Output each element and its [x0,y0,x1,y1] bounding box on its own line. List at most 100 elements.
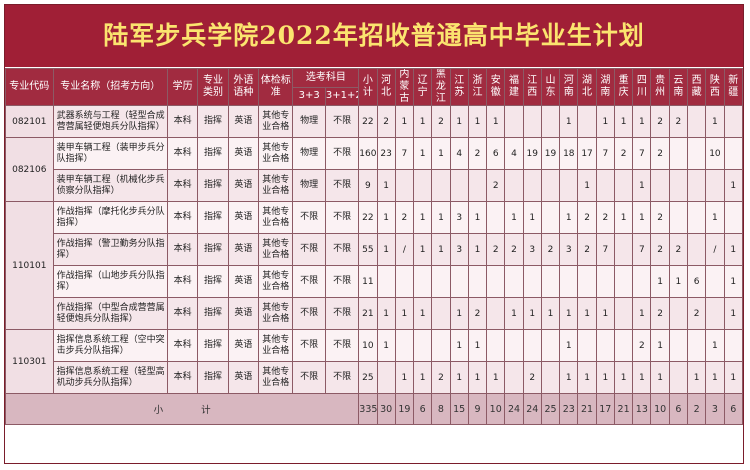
province-count [522,169,542,202]
province-count: 1 [577,297,597,330]
footer-province-count: 6 [413,393,433,425]
province-count [705,297,725,330]
province-count [540,329,561,362]
province-count: 1 [413,137,433,170]
header-province: 贵州 [650,68,670,106]
province-count: 1 [632,105,652,138]
footer-province-count: 24 [522,393,542,425]
footer-province-count: 21 [613,393,634,425]
province-count: 1 [486,361,506,394]
province-count: 2 [431,361,451,394]
province-count: 1 [431,233,451,266]
language-cell: 英语 [227,361,260,394]
province-count [723,201,743,234]
physical-cell: 其他专业合格 [258,265,294,298]
row-total: 9 [358,169,378,202]
major-name: 作战指挥（中型合成营营属轻便炮兵分队指挥） [52,297,168,330]
table-row: 110301 指挥信息系统工程（空中突击步兵分队指挥） 本科 指挥 英语 其他专业合格 不限… [5,329,743,394]
province-count [668,201,689,234]
province-count: 1 [413,233,433,266]
province-count: 3 [449,201,469,234]
footer-province-count: 25 [540,393,561,425]
province-count [504,265,524,298]
province-count [559,265,579,298]
header-3plus1plus2: 3+1+2 [324,86,360,106]
province-count: 1 [467,105,488,138]
header-province: 山东 [540,68,561,106]
province-count: 1 [504,297,524,330]
province-count: 1 [467,361,488,394]
header-province: 黑龙江 [431,68,451,106]
province-count: 1 [559,201,579,234]
footer-label: 小 计 [5,393,360,425]
province-count [486,201,506,234]
province-count [668,297,689,330]
province-count: / [705,233,725,266]
province-count [522,329,542,362]
province-count: 1 [650,361,670,394]
footer-province-count: 24 [504,393,524,425]
plan-document: 陆军步兵学院2022年招收普通高中毕业生计划 专业代码 专业名称（招考方向） 学… [4,4,744,464]
province-count: 1 [705,361,725,394]
province-count: / [394,233,415,266]
major-name: 装甲车辆工程（机械化步兵侦察分队指挥） [52,169,168,202]
province-count: 1 [394,105,415,138]
page-title: 陆军步兵学院2022年招收普通高中毕业生计划 [5,5,743,67]
subject-3plus1plus2: 不限 [324,297,360,330]
subject-3plus1plus2: 不限 [324,105,360,138]
province-count [687,329,707,362]
province-count [504,105,524,138]
province-count [613,265,634,298]
province-count: 1 [467,329,488,362]
province-count: 1 [504,201,524,234]
level-cell: 本科 [166,329,199,362]
language-cell: 英语 [227,105,260,138]
province-count: 2 [522,361,542,394]
province-count: 1 [595,361,615,394]
province-count: 1 [467,201,488,234]
header-province: 西藏 [687,68,707,106]
province-count [449,265,469,298]
row-total: 10 [358,329,378,362]
province-count: 1 [467,233,488,266]
province-count: 2 [687,297,707,330]
header-province: 湖南 [595,68,615,106]
language-cell: 英语 [227,169,260,202]
province-count [705,169,725,202]
province-count [394,329,415,362]
province-count [687,233,707,266]
province-count: 1 [595,105,615,138]
province-count: 1 [723,233,743,266]
province-count: 1 [522,297,542,330]
province-count [540,361,561,394]
province-count: 1 [394,297,415,330]
subject-3plus1plus2: 不限 [324,233,360,266]
province-count [394,265,415,298]
province-count: 1 [705,105,725,138]
province-count [705,265,725,298]
category-cell: 指挥 [197,201,229,234]
province-count: 19 [540,137,561,170]
footer-province-count: 6 [668,393,689,425]
subject-3plus1plus2: 不限 [324,265,360,298]
subject-3plus1plus2: 不限 [324,361,360,394]
province-count: 7 [632,137,652,170]
row-total: 11 [358,265,378,298]
subject-3plus3: 物理 [292,105,326,138]
footer-province-count: 3 [705,393,725,425]
province-count: 1 [413,201,433,234]
province-count [540,201,561,234]
category-cell: 指挥 [197,137,229,170]
level-cell: 本科 [166,233,199,266]
province-count: 3 [449,233,469,266]
language-cell: 英语 [227,137,260,170]
province-count [613,297,634,330]
footer-province-count: 6 [723,393,743,425]
province-count: 1 [413,297,433,330]
province-count: 1 [650,265,670,298]
footer-province-count: 30 [376,393,396,425]
province-count: 2 [650,297,670,330]
subject-3plus3: 不限 [292,233,326,266]
province-count: 17 [577,137,597,170]
province-count: 3 [522,233,542,266]
